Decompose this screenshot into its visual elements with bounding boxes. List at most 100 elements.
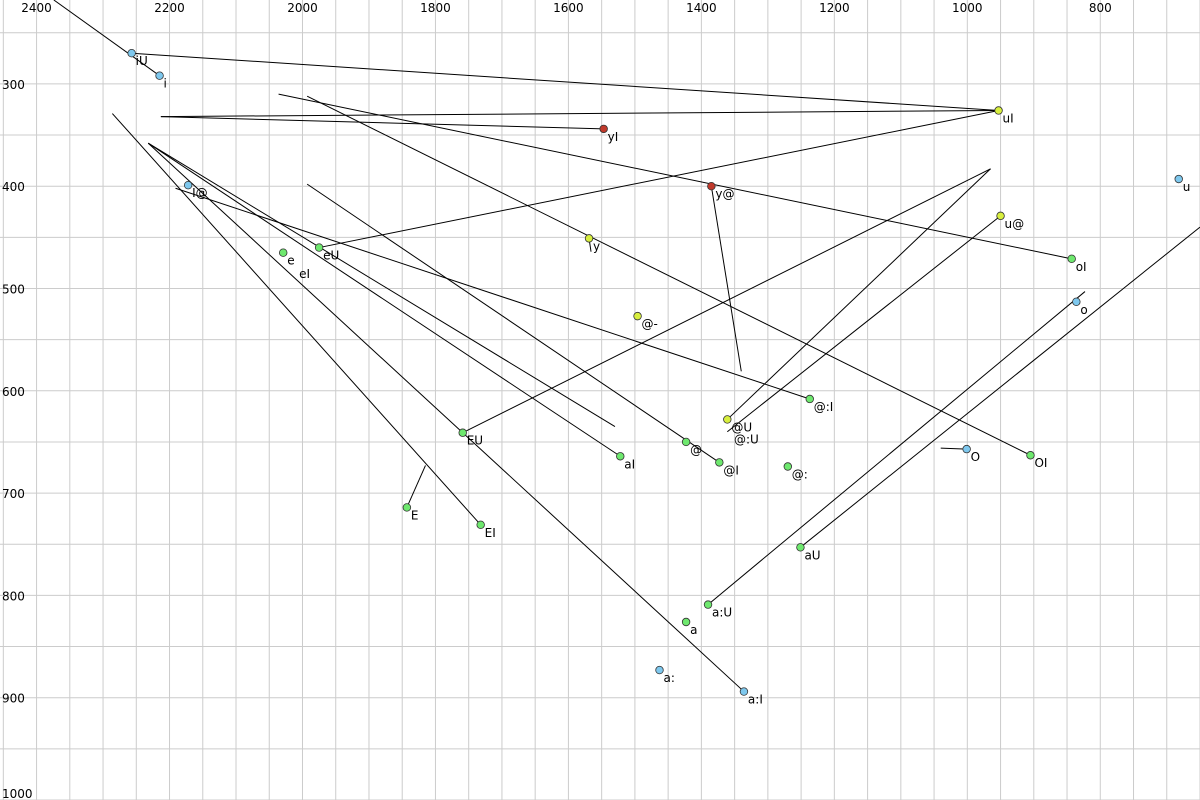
trajectory-line (406, 465, 426, 508)
y-tick-label: 1000 (2, 787, 33, 800)
trajectory-line (160, 109, 999, 118)
trajectories (53, 0, 1200, 692)
vowel-label: y@ (715, 187, 734, 201)
trajectory-line (319, 109, 999, 249)
vowel-point (805, 394, 814, 404)
vowel-label: @: (792, 467, 808, 481)
vowel-label: oI (1076, 260, 1087, 274)
x-tick-label: 1200 (819, 1, 850, 15)
vowel-label: o (1080, 303, 1087, 317)
trajectory-line (306, 95, 1031, 456)
vowel-label: @- (642, 317, 658, 331)
trajectory-line (147, 142, 745, 692)
vowel-point (616, 452, 625, 461)
x-tick-label: 2400 (21, 1, 52, 15)
vowel-point (584, 234, 594, 243)
vowel-label: @:I (814, 400, 834, 414)
vowel-point (1072, 297, 1081, 306)
vowel-label: u (1183, 180, 1191, 194)
vowel-point (715, 458, 724, 467)
trajectory-line (111, 113, 482, 526)
vowel-label: a:I (748, 693, 763, 707)
trajectory-line (160, 116, 604, 130)
vowel-label: @ (690, 443, 702, 457)
vowel-label: iU (136, 54, 148, 68)
vowel-point (314, 243, 324, 252)
vowel-label: y (593, 239, 600, 253)
vowel-label: aI (624, 457, 635, 471)
vowel-label: EU (467, 434, 483, 448)
vowel-point (1174, 174, 1183, 184)
vowel-point (707, 181, 716, 191)
vowel-point (996, 211, 1005, 221)
vowel-label: OI (1034, 456, 1047, 470)
vowel-point (155, 71, 164, 80)
y-tick-label: 800 (2, 589, 25, 603)
trajectory-line (710, 186, 742, 372)
trajectory-line (53, 0, 160, 77)
trajectory-line (147, 142, 616, 428)
vowel-point (127, 48, 136, 58)
vowel-label: eU (323, 249, 339, 263)
vowel-point (1067, 254, 1076, 264)
vowel-point (1026, 451, 1035, 460)
vowel-label: I@ (192, 186, 208, 200)
vowel-point (962, 444, 971, 454)
vowel-point (599, 124, 608, 134)
vowel-point (476, 520, 485, 530)
vowel-point (633, 311, 642, 321)
trajectory-line (278, 93, 1072, 260)
vowel-point (681, 437, 691, 447)
vowel-label: yI (608, 130, 619, 144)
y-tick-label: 600 (2, 385, 25, 399)
point-labels: iU i uI yI y@ u I@ u@ y e eU oI o @- @:I @U EU @ OaI OI @I @:… (136, 54, 1191, 706)
vowel-label: a: (664, 671, 675, 685)
vowel-point (681, 617, 691, 627)
vowel-label: E (411, 508, 419, 522)
vowel-label: @:U (734, 433, 759, 447)
vowel-label: i (164, 77, 167, 91)
x-tick-label: 2000 (287, 1, 318, 15)
trajectory-line (727, 215, 1001, 433)
vowel-point (655, 665, 664, 675)
vowel-label: EI (485, 526, 496, 540)
x-tick-label: 800 (1089, 1, 1112, 15)
trajectory-line (940, 447, 967, 450)
vowel-point (723, 415, 732, 424)
data-points (127, 48, 1183, 696)
vowel-label: @U (731, 420, 752, 434)
x-tick-label: 2200 (154, 1, 185, 15)
trajectory-line (306, 183, 720, 463)
vowel-label: u@ (1005, 217, 1025, 231)
trajectory-line (131, 52, 999, 111)
vowel-point (703, 600, 713, 609)
x-tick-label: 1600 (553, 1, 584, 15)
vowel-point (783, 462, 793, 471)
x-tick-label: 1000 (952, 1, 983, 15)
trajectory-line (147, 142, 621, 457)
vowel-point (279, 248, 288, 257)
x-tick-label: 1800 (420, 1, 451, 15)
y-tick-label: 900 (2, 692, 25, 706)
vowel-label: a:U (712, 606, 732, 620)
vowel-label: O (971, 450, 980, 464)
trajectory-line (726, 168, 991, 420)
vowel-label: @I (723, 463, 739, 477)
vowel-point (739, 687, 749, 696)
vowel-point (458, 428, 467, 437)
vowel-point (994, 106, 1003, 115)
vowel-label: uI (1003, 111, 1014, 125)
vowel-label: eI (299, 267, 310, 281)
trajectory-line (800, 226, 1200, 548)
trajectory-line (462, 168, 991, 434)
axis-ticks: 2400 2200 2000 1800 1600 1400 1200 1000 800 300 40… (2, 1, 1112, 800)
vowel-label: aU (804, 548, 820, 562)
vowel-label: e (287, 254, 294, 268)
vowel-point (796, 543, 805, 552)
x-tick-label: 1400 (686, 1, 717, 15)
y-tick-label: 500 (2, 282, 25, 296)
y-tick-label: 400 (2, 180, 25, 194)
y-tick-label: 300 (2, 78, 25, 92)
